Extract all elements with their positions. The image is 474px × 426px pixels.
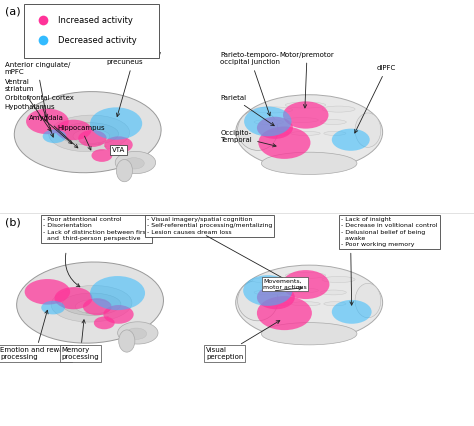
Ellipse shape xyxy=(262,322,357,345)
Text: Decreased activity: Decreased activity xyxy=(58,36,137,45)
Ellipse shape xyxy=(26,109,69,134)
Text: Memory
processing: Memory processing xyxy=(62,320,99,360)
Ellipse shape xyxy=(320,120,346,124)
Ellipse shape xyxy=(99,143,100,144)
Ellipse shape xyxy=(101,314,103,315)
Ellipse shape xyxy=(243,275,292,306)
Ellipse shape xyxy=(257,296,312,330)
Ellipse shape xyxy=(324,131,346,135)
Ellipse shape xyxy=(252,277,292,283)
Ellipse shape xyxy=(83,141,86,143)
Ellipse shape xyxy=(43,130,66,143)
Ellipse shape xyxy=(291,302,320,306)
Ellipse shape xyxy=(257,285,295,309)
Text: Motor/premotor: Motor/premotor xyxy=(280,52,335,108)
Ellipse shape xyxy=(75,299,112,314)
Ellipse shape xyxy=(90,107,142,140)
FancyBboxPatch shape xyxy=(24,4,159,58)
Text: - Poor attentional control
- Disorientation
- Lack of distinction between first-: - Poor attentional control - Disorientat… xyxy=(43,217,150,241)
Ellipse shape xyxy=(94,317,115,329)
Ellipse shape xyxy=(49,115,129,152)
Text: Increased activity: Increased activity xyxy=(58,15,133,25)
Ellipse shape xyxy=(257,117,293,139)
Ellipse shape xyxy=(115,151,155,174)
Ellipse shape xyxy=(41,301,65,314)
Ellipse shape xyxy=(236,265,383,340)
Ellipse shape xyxy=(322,106,355,112)
Ellipse shape xyxy=(282,270,329,299)
Ellipse shape xyxy=(91,149,112,162)
Ellipse shape xyxy=(355,113,381,147)
Text: Movements,
motor actions: Movements, motor actions xyxy=(263,279,307,290)
Text: (a): (a) xyxy=(5,6,20,16)
Ellipse shape xyxy=(332,129,370,151)
Text: Visual
perception: Visual perception xyxy=(206,320,280,360)
Ellipse shape xyxy=(62,293,121,315)
Ellipse shape xyxy=(285,288,319,293)
Ellipse shape xyxy=(285,102,326,108)
Ellipse shape xyxy=(320,290,346,295)
Ellipse shape xyxy=(60,123,118,145)
Ellipse shape xyxy=(263,302,289,306)
Ellipse shape xyxy=(86,312,89,314)
Text: (b): (b) xyxy=(5,217,20,227)
Text: Hippocampus: Hippocampus xyxy=(57,125,104,150)
Ellipse shape xyxy=(103,305,134,324)
Ellipse shape xyxy=(254,120,283,124)
Ellipse shape xyxy=(104,146,106,147)
Text: - Lack of insight
- Decrease in volitional control
- Delusional belief of being
: - Lack of insight - Decrease in volition… xyxy=(341,217,438,247)
Ellipse shape xyxy=(254,290,283,295)
Text: Parieto-temporo-
occipital junction: Parieto-temporo- occipital junction xyxy=(220,52,281,116)
Ellipse shape xyxy=(90,276,145,310)
Text: - Visual imagery/spatial cognition
- Self-referential processing/mentalizing
- L: - Visual imagery/spatial cognition - Sel… xyxy=(147,217,273,235)
Ellipse shape xyxy=(104,136,133,153)
Ellipse shape xyxy=(291,131,320,135)
Ellipse shape xyxy=(236,95,383,170)
Text: VTA: VTA xyxy=(112,147,125,153)
Ellipse shape xyxy=(14,92,161,173)
Ellipse shape xyxy=(322,276,355,282)
Ellipse shape xyxy=(244,106,292,136)
Ellipse shape xyxy=(332,300,372,324)
Ellipse shape xyxy=(116,159,133,182)
Text: Amygdala: Amygdala xyxy=(28,115,78,148)
Ellipse shape xyxy=(262,152,357,175)
Text: Ventral
striatum: Ventral striatum xyxy=(5,79,51,131)
Ellipse shape xyxy=(252,107,292,113)
Ellipse shape xyxy=(118,322,158,344)
Ellipse shape xyxy=(258,127,310,159)
Ellipse shape xyxy=(124,158,144,169)
Ellipse shape xyxy=(17,262,164,343)
Ellipse shape xyxy=(263,131,289,135)
Ellipse shape xyxy=(73,129,109,143)
Ellipse shape xyxy=(55,287,92,309)
Ellipse shape xyxy=(107,316,109,317)
Ellipse shape xyxy=(285,118,319,122)
Ellipse shape xyxy=(78,130,107,147)
Ellipse shape xyxy=(83,298,111,315)
Text: Emotion and reward
processing: Emotion and reward processing xyxy=(0,310,71,360)
Ellipse shape xyxy=(126,328,146,340)
Ellipse shape xyxy=(55,120,91,140)
Ellipse shape xyxy=(237,110,278,150)
Text: Orbitofrontal cortex: Orbitofrontal cortex xyxy=(5,95,73,137)
Text: dlPFC: dlPFC xyxy=(355,65,396,133)
Text: Post. cingulate/
precuneus: Post. cingulate/ precuneus xyxy=(107,52,161,117)
Text: Parietal: Parietal xyxy=(220,95,274,126)
Text: Occipito-
Temporal: Occipito- Temporal xyxy=(220,130,276,147)
Ellipse shape xyxy=(237,280,278,321)
Ellipse shape xyxy=(324,302,346,306)
Text: Anterior cingulate/
mPFC: Anterior cingulate/ mPFC xyxy=(5,62,70,118)
Ellipse shape xyxy=(355,283,381,318)
Ellipse shape xyxy=(25,279,70,305)
Text: Hypothalamus: Hypothalamus xyxy=(5,104,72,144)
Ellipse shape xyxy=(285,272,326,279)
Ellipse shape xyxy=(51,285,132,322)
Ellipse shape xyxy=(118,330,135,352)
Ellipse shape xyxy=(283,101,328,129)
